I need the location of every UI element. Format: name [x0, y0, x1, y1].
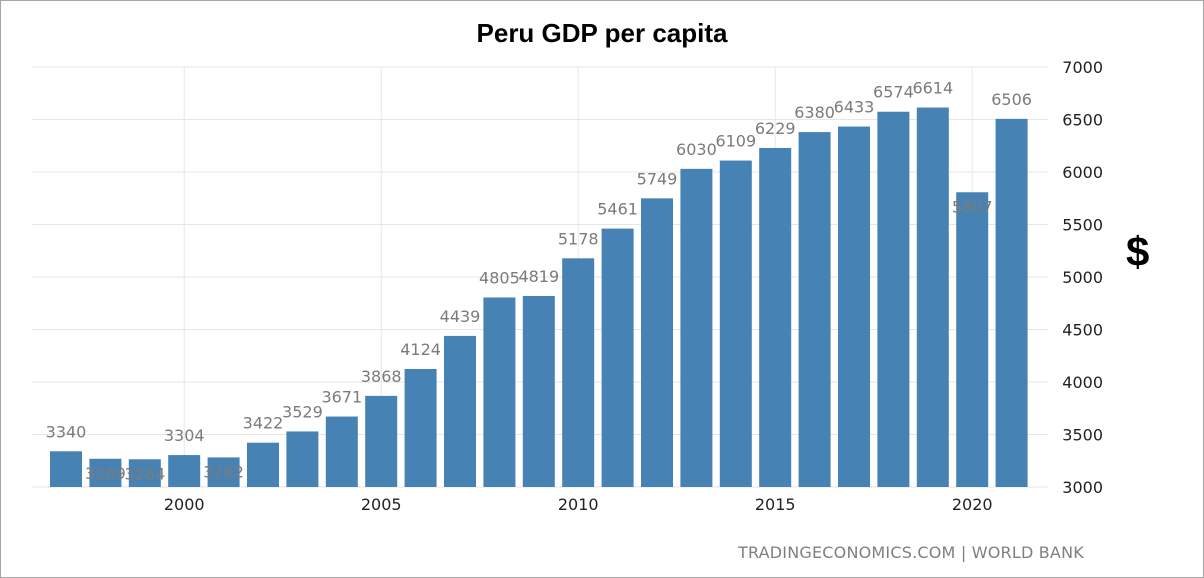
y-tick-label: 3000 — [1062, 478, 1103, 497]
data-label: 3529 — [282, 402, 323, 421]
data-label: 4124 — [400, 340, 441, 359]
bar — [838, 126, 870, 487]
y-axis-unit-label: $ — [1126, 228, 1150, 275]
data-label: 3282 — [203, 462, 244, 481]
bar — [680, 168, 713, 487]
data-label: 5807 — [952, 197, 993, 216]
bar — [286, 431, 319, 487]
data-label: 6229 — [755, 119, 796, 138]
data-label: 3671 — [321, 388, 362, 407]
y-tick-label: 6500 — [1062, 111, 1103, 130]
bar — [444, 335, 476, 487]
data-label: 6506 — [991, 90, 1032, 109]
y-tick-label: 5000 — [1062, 268, 1103, 287]
y-tick-label: 3500 — [1062, 426, 1103, 445]
bar — [365, 395, 398, 487]
x-tick-label: 2010 — [558, 495, 599, 514]
bar — [89, 458, 122, 487]
data-label: 6614 — [912, 79, 953, 98]
bar — [247, 442, 279, 487]
x-tick-label: 2015 — [755, 495, 796, 514]
y-tick-label: 7000 — [1062, 58, 1103, 77]
data-label: 5749 — [637, 169, 678, 188]
bar — [719, 160, 752, 487]
data-label: 6574 — [873, 83, 914, 102]
data-label: 5178 — [558, 229, 599, 248]
bar — [956, 192, 989, 487]
bar — [995, 118, 1028, 488]
y-tick-label: 6000 — [1062, 163, 1103, 182]
y-axis: 3000 3500 4000 4500 5000 5500 6000 6500 7000 — [1062, 58, 1103, 497]
bar — [877, 111, 910, 487]
bar — [207, 457, 240, 487]
data-label: 5461 — [597, 200, 638, 219]
data-label: 6030 — [676, 140, 717, 159]
bar — [404, 368, 437, 487]
bar — [562, 258, 595, 487]
bar — [483, 297, 516, 487]
data-label: 6109 — [715, 132, 756, 151]
data-label: 6380 — [794, 103, 835, 122]
data-label: 3304 — [164, 426, 205, 445]
bars-layer — [50, 107, 1028, 488]
chart-title: Peru GDP per capita — [476, 18, 728, 48]
data-label: 4819 — [518, 267, 559, 286]
data-label: 3340 — [46, 422, 87, 441]
x-tick-label: 2020 — [952, 495, 993, 514]
bar — [168, 455, 201, 487]
data-label: 3422 — [243, 414, 284, 433]
y-tick-label: 4000 — [1062, 373, 1103, 392]
bar — [798, 132, 831, 487]
bar — [50, 451, 82, 487]
y-tick-label: 5500 — [1062, 216, 1103, 235]
data-label: 4439 — [440, 307, 481, 326]
bar — [916, 107, 949, 487]
x-tick-label: 2005 — [361, 495, 402, 514]
bar — [325, 416, 358, 487]
bar — [128, 459, 161, 487]
bar — [759, 147, 792, 487]
x-tick-label: 2000 — [164, 495, 205, 514]
data-label: 3269 — [85, 464, 126, 483]
data-label: 3264 — [124, 464, 165, 483]
bar — [522, 296, 555, 487]
y-tick-label: 4500 — [1062, 321, 1103, 340]
data-label: 4805 — [479, 268, 520, 287]
source-credit: TRADINGECONOMICS.COM | WORLD BANK — [738, 543, 1084, 562]
data-label: 6433 — [834, 98, 875, 117]
data-label: 3868 — [361, 367, 402, 386]
bar — [601, 228, 634, 487]
x-axis: 2000 2005 2010 2015 2020 — [164, 495, 993, 514]
bar — [641, 198, 673, 488]
